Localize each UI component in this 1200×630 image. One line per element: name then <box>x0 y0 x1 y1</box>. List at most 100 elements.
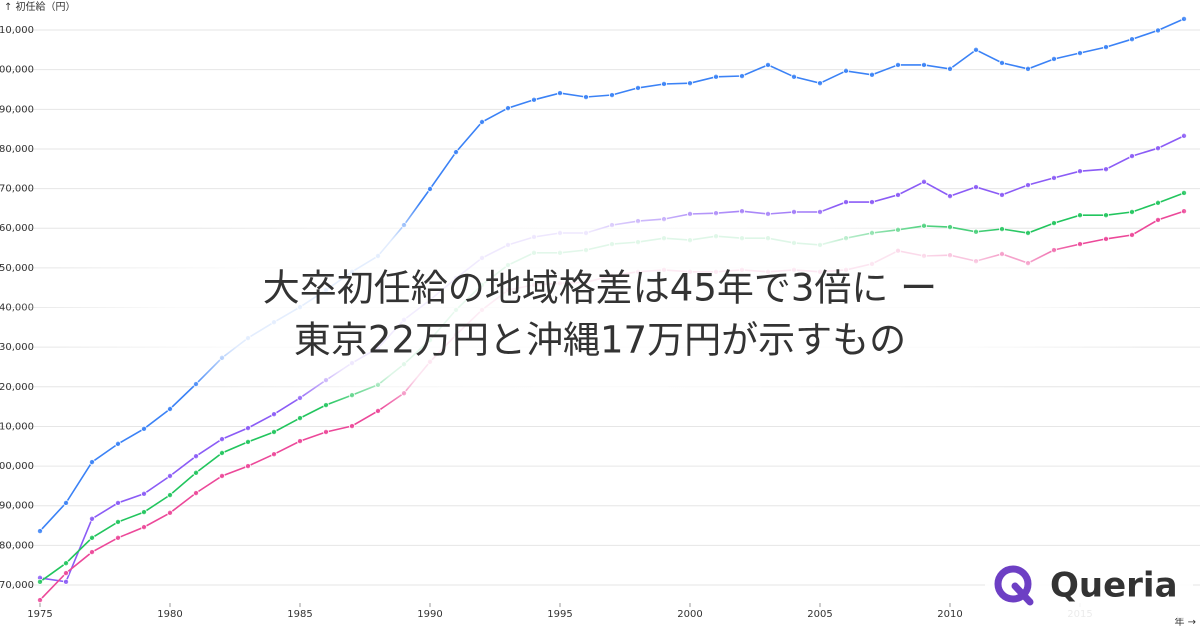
data-point <box>192 490 199 497</box>
data-point <box>1077 212 1084 219</box>
data-point <box>1103 235 1110 242</box>
data-point <box>348 423 355 430</box>
data-point <box>1181 15 1188 22</box>
data-point <box>452 149 459 156</box>
y-tick-label: 150,000 <box>0 263 34 274</box>
data-point <box>843 199 850 206</box>
x-tick-label: 2005 <box>807 609 832 620</box>
x-tick-label: 1975 <box>27 609 52 620</box>
y-axis-label: ↑ 初任給（円） <box>4 0 76 13</box>
data-point <box>947 193 954 200</box>
data-point <box>635 84 642 91</box>
data-point <box>1181 208 1188 215</box>
data-point <box>973 46 980 53</box>
y-tick-label: 200,000 <box>0 65 34 76</box>
data-point <box>921 178 928 185</box>
data-point <box>895 191 902 198</box>
data-point <box>791 73 798 80</box>
data-point <box>218 472 225 479</box>
data-point <box>1051 174 1058 181</box>
title-line: 東京22万円と沖縄17万円が示すもの <box>294 319 906 362</box>
brand-name: Queria <box>1050 566 1178 606</box>
title-veil <box>0 198 1200 418</box>
data-point <box>115 518 122 525</box>
y-tick-label: 120,000 <box>0 382 34 393</box>
data-point <box>296 438 303 445</box>
data-point <box>192 469 199 476</box>
data-point <box>1077 168 1084 175</box>
title-line: 大卒初任給の地域格差は45年で3倍に ー <box>263 267 937 310</box>
data-point <box>1025 65 1032 72</box>
data-point <box>89 534 96 541</box>
data-point <box>296 415 303 422</box>
data-point <box>973 184 980 191</box>
data-point <box>192 453 199 460</box>
y-tick-label: 100,000 <box>0 461 34 472</box>
data-point <box>63 499 70 506</box>
data-point <box>843 67 850 74</box>
data-point <box>166 405 173 412</box>
y-tick-label: 90,000 <box>0 501 34 512</box>
data-point <box>1103 212 1110 219</box>
data-point <box>1155 216 1162 223</box>
data-point <box>115 534 122 541</box>
data-point <box>89 459 96 466</box>
data-point <box>115 440 122 447</box>
data-point <box>426 185 433 192</box>
y-tick-label: 70,000 <box>0 580 34 591</box>
data-point <box>63 578 70 585</box>
data-point <box>817 80 824 87</box>
data-point <box>869 71 876 78</box>
data-point <box>270 411 277 418</box>
logo-icon <box>994 565 1032 603</box>
brand-logo: Queria <box>985 556 1193 618</box>
data-point <box>895 61 902 68</box>
data-point <box>531 96 538 103</box>
data-point <box>713 73 720 80</box>
data-point <box>218 436 225 443</box>
data-point <box>1155 199 1162 206</box>
data-point <box>63 560 70 567</box>
data-point <box>1077 50 1084 57</box>
data-point <box>140 490 147 497</box>
x-tick-label: 2010 <box>937 609 962 620</box>
data-point <box>739 73 746 80</box>
data-point <box>166 509 173 516</box>
data-point <box>244 438 251 445</box>
data-point <box>1181 132 1188 139</box>
data-point <box>765 61 772 68</box>
data-point <box>869 199 876 206</box>
logo-icon-tail <box>1011 582 1034 606</box>
data-point <box>1025 182 1032 189</box>
data-point <box>1155 27 1162 34</box>
data-point <box>661 80 668 87</box>
y-tick-label: 130,000 <box>0 342 34 353</box>
data-point <box>115 499 122 506</box>
x-tick-label: 1980 <box>157 609 182 620</box>
y-tick-label: 110,000 <box>0 421 34 432</box>
data-point <box>687 80 694 87</box>
y-tick-label: 170,000 <box>0 184 34 195</box>
y-tick-label: 190,000 <box>0 104 34 115</box>
y-tick-label: 210,000 <box>0 25 34 36</box>
data-point <box>1129 208 1136 215</box>
x-tick-label: 1985 <box>287 609 312 620</box>
data-point <box>244 463 251 470</box>
data-point <box>140 509 147 516</box>
data-point <box>1103 44 1110 51</box>
x-tick-label: 1995 <box>547 609 572 620</box>
data-point <box>270 451 277 458</box>
data-point <box>322 428 329 435</box>
data-point <box>921 61 928 68</box>
data-point <box>1155 145 1162 152</box>
logo-backdrop <box>985 556 1193 618</box>
data-point <box>37 578 44 585</box>
data-point <box>1129 153 1136 160</box>
data-point <box>999 191 1006 198</box>
x-tick-label: 2000 <box>677 609 702 620</box>
data-point <box>1129 231 1136 238</box>
data-point <box>999 59 1006 66</box>
y-tick-label: 80,000 <box>0 540 34 551</box>
